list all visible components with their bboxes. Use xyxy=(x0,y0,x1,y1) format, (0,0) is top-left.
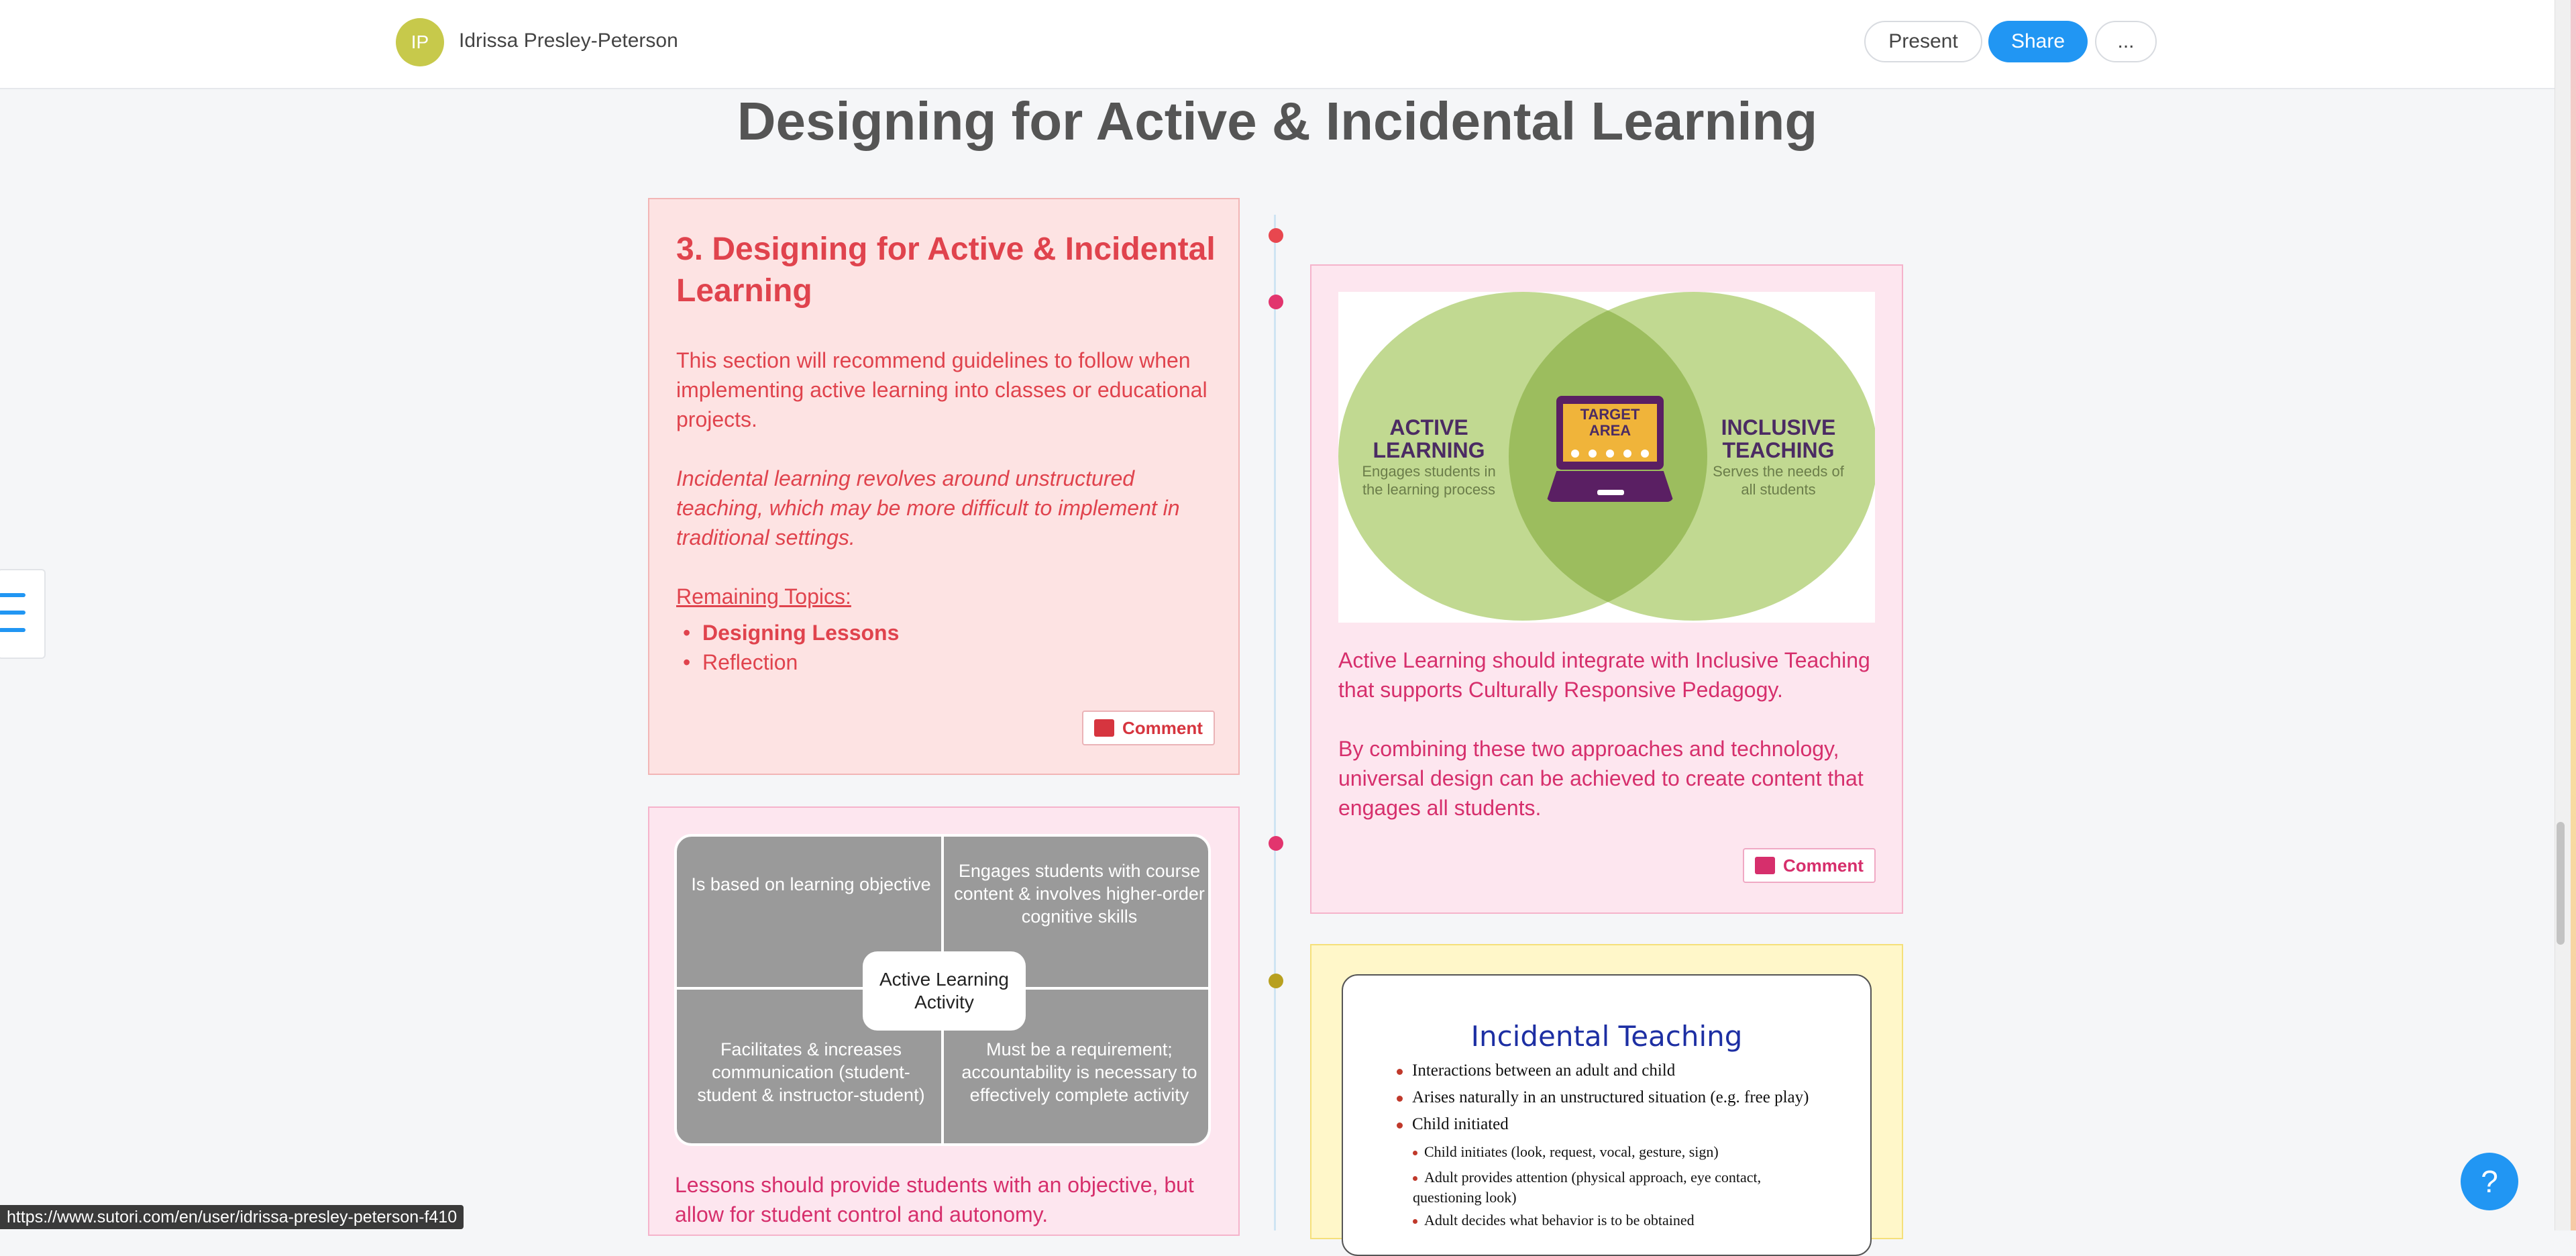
topic-item[interactable]: • Reflection xyxy=(683,650,798,674)
timeline-dot[interactable] xyxy=(1269,836,1283,851)
menu-icon xyxy=(0,611,25,615)
comment-icon xyxy=(1755,857,1775,874)
slide-bullet: Arises naturally in an unstructured situ… xyxy=(1397,1088,1809,1107)
edge-color-bar xyxy=(2571,0,2576,1231)
scrollbar-thumb[interactable] xyxy=(2557,822,2565,945)
slide-bullet: Interactions between an adult and child xyxy=(1397,1061,1675,1080)
target-area-label: TARGET AREA xyxy=(1580,406,1640,439)
venn-right-title: INCLUSIVE TEACHING xyxy=(1721,415,1836,462)
top-header: IP Idrissa Presley-Peterson Present Shar… xyxy=(0,0,2555,89)
venn-left-title: ACTIVE LEARNING xyxy=(1373,415,1485,462)
user-name[interactable]: Idrissa Presley-Peterson xyxy=(459,30,678,52)
share-button[interactable]: Share xyxy=(1988,21,2088,62)
slide-bullet: Child initiated xyxy=(1397,1115,1509,1134)
menu-icon xyxy=(0,593,25,597)
status-bar-url: https://www.sutori.com/en/user/idrissa-p… xyxy=(0,1205,464,1229)
topic-item[interactable]: • Designing Lessons xyxy=(683,621,900,645)
venn-diagram-image: ACTIVE LEARNING Engages students in the … xyxy=(1338,292,1875,623)
venn-right-subtitle: Serves the needs of all students xyxy=(1713,463,1844,498)
diagram-cell: Engages students with course content & i… xyxy=(954,861,1205,927)
present-button[interactable]: Present xyxy=(1864,21,1982,62)
card-intro-text: This section will recommend guidelines t… xyxy=(676,348,1208,431)
timeline-line xyxy=(1274,215,1276,1231)
timeline-dot[interactable] xyxy=(1269,974,1283,988)
remaining-topics-link[interactable]: Remaining Topics: xyxy=(676,584,851,609)
comment-icon xyxy=(1094,719,1114,737)
slide-subbullet: Adult provides attention (physical appro… xyxy=(1413,1169,1762,1206)
incidental-teaching-slide: Incidental Teaching Interactions between… xyxy=(1342,974,1872,1256)
slide-subbullet: Adult decides what behavior is to be obt… xyxy=(1413,1212,1695,1229)
help-button[interactable]: ? xyxy=(2461,1153,2518,1210)
comment-button[interactable]: Comment xyxy=(1743,848,1876,883)
card-heading: 3. Designing for Active & Incidental Lea… xyxy=(676,231,1216,309)
timeline-dot[interactable] xyxy=(1269,228,1283,243)
venn-card-text-2: By combining these two approaches and te… xyxy=(1338,737,1864,820)
slide-subbullet: Child initiates (look, request, vocal, g… xyxy=(1413,1143,1719,1161)
activity-card-text: Lessons should provide students with an … xyxy=(675,1173,1194,1226)
menu-toggle[interactable] xyxy=(0,569,46,659)
section-card: 3. Designing for Active & Incidental Lea… xyxy=(648,198,1240,775)
card-incidental-text: Incidental learning revolves around unst… xyxy=(676,466,1180,550)
active-learning-diagram: Is based on learning objective Engages s… xyxy=(674,834,1211,1146)
diagram-center-label: Active Learning Activity xyxy=(863,951,1026,1031)
more-options-button[interactable]: ... xyxy=(2095,21,2157,62)
diagram-cell: Must be a requirement; accountability is… xyxy=(961,1039,1197,1105)
page-title: Designing for Active & Incidental Learni… xyxy=(737,91,1818,151)
venn-left-subtitle: Engages students in the learning process xyxy=(1362,463,1496,498)
laptop-icon: TARGET AREA xyxy=(1546,396,1674,510)
diagram-cell: Is based on learning objective xyxy=(691,874,931,894)
comment-button[interactable]: Comment xyxy=(1082,711,1215,745)
timeline-dot[interactable] xyxy=(1269,295,1283,309)
avatar[interactable]: IP xyxy=(396,18,444,66)
menu-icon xyxy=(0,628,25,632)
venn-card-text-1: Active Learning should integrate with In… xyxy=(1338,648,1870,702)
slide-title: Incidental Teaching xyxy=(1470,1020,1743,1053)
diagram-cell: Facilitates & increases communication (s… xyxy=(697,1039,925,1105)
